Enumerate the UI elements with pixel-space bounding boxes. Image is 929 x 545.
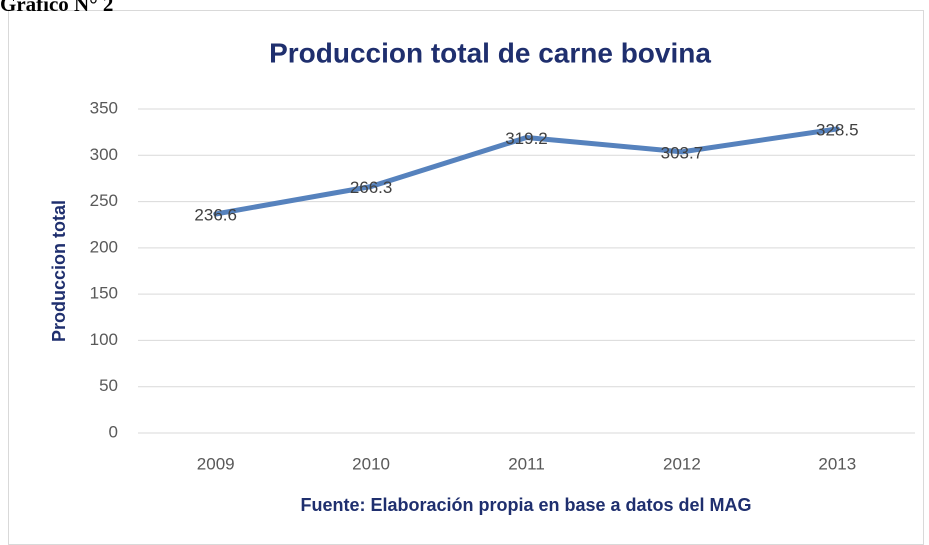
chart-title: Produccion total de carne bovina [269, 37, 711, 68]
x-tick-label: 2012 [663, 454, 701, 473]
y-tick-label: 50 [99, 376, 118, 395]
y-tick-label: 350 [90, 98, 118, 117]
y-axis-label: Produccion total [49, 200, 69, 342]
data-label: 303.7 [661, 143, 704, 162]
data-label: 328.5 [816, 120, 859, 139]
y-tick-label: 0 [109, 422, 118, 441]
data-line [213, 126, 840, 217]
data-label: 236.6 [194, 205, 237, 224]
y-tick-label: 300 [90, 145, 118, 164]
y-tick-label: 150 [90, 284, 118, 303]
x-tick-label: 2013 [818, 454, 856, 473]
x-tick-label: 2010 [352, 454, 390, 473]
x-axis-label: Fuente: Elaboración propia en base a dat… [300, 495, 751, 515]
x-tick-label: 2011 [508, 454, 545, 473]
y-tick-label: 200 [90, 237, 118, 256]
data-label: 319.2 [505, 129, 548, 148]
y-tick-label: 100 [90, 330, 118, 349]
chart-frame [8, 10, 924, 545]
caption: Gráfico N° 2 [0, 0, 113, 16]
y-tick-label: 250 [90, 191, 118, 210]
x-tick-label: 2009 [197, 454, 235, 473]
data-label: 266.3 [350, 178, 393, 197]
